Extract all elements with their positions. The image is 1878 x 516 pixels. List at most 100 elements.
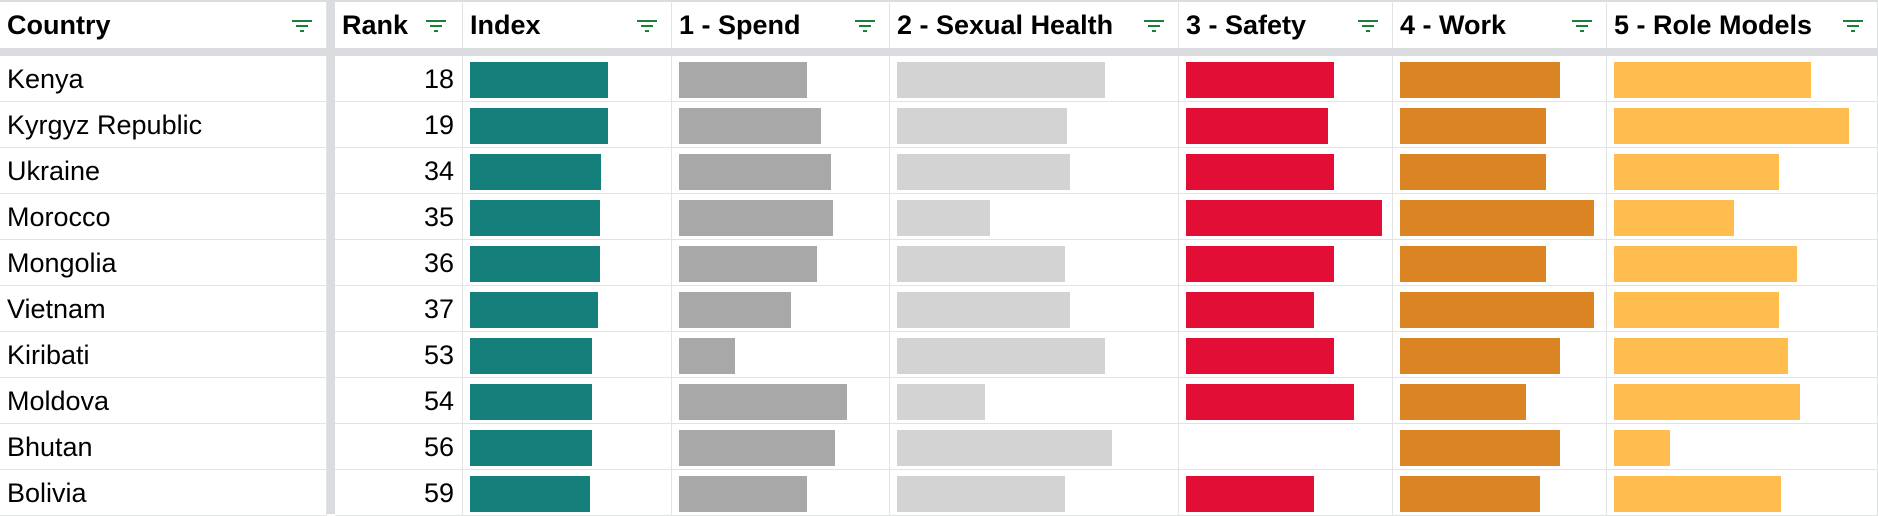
cell-sexual_health[interactable] xyxy=(890,378,1179,424)
filter-icon[interactable] xyxy=(1842,18,1864,34)
cell-role_models[interactable] xyxy=(1607,378,1878,424)
cell-spend[interactable] xyxy=(672,102,890,148)
filter-icon[interactable] xyxy=(291,18,313,34)
header-index[interactable]: Index xyxy=(463,0,672,48)
cell-role_models[interactable] xyxy=(1607,470,1878,516)
cell-safety[interactable] xyxy=(1179,470,1393,516)
cell-index[interactable] xyxy=(463,424,672,470)
cell-country[interactable]: Ukraine xyxy=(0,148,327,194)
cell-index[interactable] xyxy=(463,240,672,286)
cell-work[interactable] xyxy=(1393,148,1607,194)
cell-spend[interactable] xyxy=(672,332,890,378)
cell-safety[interactable] xyxy=(1179,240,1393,286)
cell-role_models[interactable] xyxy=(1607,102,1878,148)
country-name: Mongolia xyxy=(7,248,117,278)
cell-country[interactable]: Vietnam xyxy=(0,286,327,332)
cell-country[interactable]: Kenya xyxy=(0,56,327,102)
cell-safety[interactable] xyxy=(1179,332,1393,378)
filter-icon[interactable] xyxy=(1143,18,1165,34)
cell-spend[interactable] xyxy=(672,286,890,332)
filter-icon[interactable] xyxy=(636,18,658,34)
cell-rank[interactable]: 54 xyxy=(335,378,463,424)
cell-rank[interactable]: 36 xyxy=(335,240,463,286)
cell-index[interactable] xyxy=(463,332,672,378)
header-country[interactable]: Country xyxy=(0,0,327,48)
country-name: Ukraine xyxy=(7,156,101,186)
cell-sexual_health[interactable] xyxy=(890,194,1179,240)
cell-sexual_health[interactable] xyxy=(890,470,1179,516)
cell-role_models[interactable] xyxy=(1607,332,1878,378)
cell-sexual_health[interactable] xyxy=(890,424,1179,470)
header-role_models[interactable]: 5 - Role Models xyxy=(1607,0,1878,48)
cell-spend[interactable] xyxy=(672,148,890,194)
cell-role_models[interactable] xyxy=(1607,56,1878,102)
cell-country[interactable]: Mongolia xyxy=(0,240,327,286)
cell-work[interactable] xyxy=(1393,102,1607,148)
cell-role_models[interactable] xyxy=(1607,424,1878,470)
cell-index[interactable] xyxy=(463,102,672,148)
cell-safety[interactable] xyxy=(1179,378,1393,424)
cell-sexual_health[interactable] xyxy=(890,102,1179,148)
header-spend[interactable]: 1 - Spend xyxy=(672,0,890,48)
cell-work[interactable] xyxy=(1393,286,1607,332)
cell-work[interactable] xyxy=(1393,194,1607,240)
cell-rank[interactable]: 19 xyxy=(335,102,463,148)
cell-rank[interactable]: 18 xyxy=(335,56,463,102)
filter-icon[interactable] xyxy=(1357,18,1379,34)
cell-safety[interactable] xyxy=(1179,286,1393,332)
cell-sexual_health[interactable] xyxy=(890,286,1179,332)
cell-work[interactable] xyxy=(1393,56,1607,102)
cell-country[interactable]: Bolivia xyxy=(0,470,327,516)
header-safety[interactable]: 3 - Safety xyxy=(1179,0,1393,48)
cell-spend[interactable] xyxy=(672,424,890,470)
cell-index[interactable] xyxy=(463,470,672,516)
frozen-column-divider[interactable] xyxy=(327,0,335,514)
filter-icon[interactable] xyxy=(854,18,876,34)
cell-index[interactable] xyxy=(463,194,672,240)
cell-spend[interactable] xyxy=(672,194,890,240)
cell-index[interactable] xyxy=(463,56,672,102)
cell-work[interactable] xyxy=(1393,470,1607,516)
cell-index[interactable] xyxy=(463,148,672,194)
cell-country[interactable]: Kyrgyz Republic xyxy=(0,102,327,148)
header-work[interactable]: 4 - Work xyxy=(1393,0,1607,48)
cell-sexual_health[interactable] xyxy=(890,332,1179,378)
cell-safety[interactable] xyxy=(1179,56,1393,102)
filter-icon[interactable] xyxy=(1571,18,1593,34)
cell-role_models[interactable] xyxy=(1607,286,1878,332)
cell-rank[interactable]: 34 xyxy=(335,148,463,194)
cell-rank[interactable]: 56 xyxy=(335,424,463,470)
cell-index[interactable] xyxy=(463,378,672,424)
cell-country[interactable]: Kiribati xyxy=(0,332,327,378)
cell-spend[interactable] xyxy=(672,56,890,102)
cell-country[interactable]: Moldova xyxy=(0,378,327,424)
cell-role_models[interactable] xyxy=(1607,194,1878,240)
cell-index[interactable] xyxy=(463,286,672,332)
cell-sexual_health[interactable] xyxy=(890,240,1179,286)
header-rank[interactable]: Rank xyxy=(335,0,463,48)
cell-safety[interactable] xyxy=(1179,148,1393,194)
cell-rank[interactable]: 35 xyxy=(335,194,463,240)
cell-role_models[interactable] xyxy=(1607,240,1878,286)
cell-rank[interactable]: 37 xyxy=(335,286,463,332)
cell-spend[interactable] xyxy=(672,378,890,424)
cell-sexual_health[interactable] xyxy=(890,148,1179,194)
bar-work xyxy=(1400,154,1546,190)
cell-work[interactable] xyxy=(1393,240,1607,286)
cell-country[interactable]: Morocco xyxy=(0,194,327,240)
cell-spend[interactable] xyxy=(672,240,890,286)
cell-spend[interactable] xyxy=(672,470,890,516)
cell-work[interactable] xyxy=(1393,378,1607,424)
header-sexual_health[interactable]: 2 - Sexual Health xyxy=(890,0,1179,48)
cell-rank[interactable]: 53 xyxy=(335,332,463,378)
cell-safety[interactable] xyxy=(1179,424,1393,470)
cell-role_models[interactable] xyxy=(1607,148,1878,194)
filter-icon[interactable] xyxy=(425,18,447,34)
cell-safety[interactable] xyxy=(1179,194,1393,240)
cell-work[interactable] xyxy=(1393,424,1607,470)
cell-rank[interactable]: 59 xyxy=(335,470,463,516)
cell-work[interactable] xyxy=(1393,332,1607,378)
cell-sexual_health[interactable] xyxy=(890,56,1179,102)
cell-country[interactable]: Bhutan xyxy=(0,424,327,470)
cell-safety[interactable] xyxy=(1179,102,1393,148)
